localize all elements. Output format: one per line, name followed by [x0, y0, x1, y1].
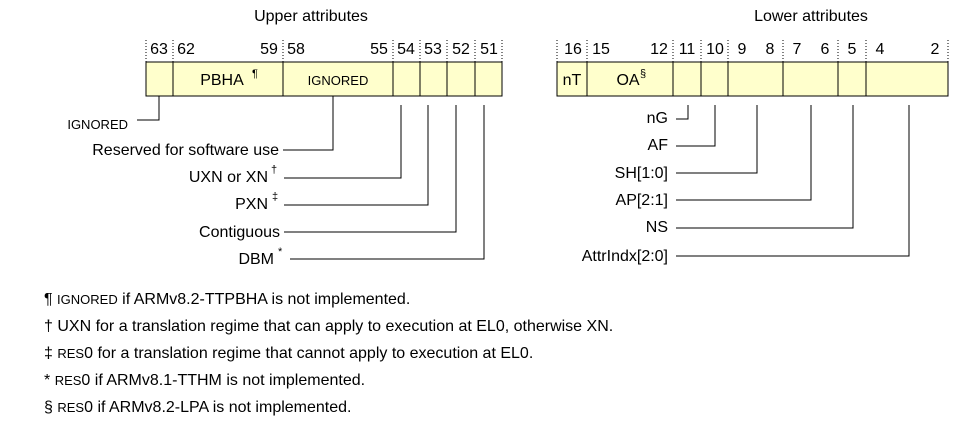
bit-53: 53 [424, 41, 442, 58]
label-ap: AP[2:1] [616, 192, 668, 209]
footnote-symbol: * [44, 372, 51, 389]
field-oa-label: OA [616, 72, 639, 89]
bit-58: 58 [287, 41, 305, 58]
label-uxn-or-xn: UXN or XN [189, 169, 268, 186]
bit-15: 15 [592, 41, 610, 58]
field-bit-52 [446, 61, 476, 97]
leader-line-uxn [284, 105, 402, 179]
upper-attributes-title: Upper attributes [254, 8, 368, 25]
footnote-section: § RES0 if ARMv8.2-LPA is not implemented… [44, 394, 613, 421]
field-bit-54 [392, 61, 421, 97]
leader-line-dbm [290, 105, 485, 260]
label-contiguous: Contiguous [199, 224, 280, 241]
footnote-smallcaps: IGNORED [57, 292, 118, 307]
field-ignored-label: IGNORED [308, 73, 369, 88]
footnote-asterisk: * RES0 if ARMv8.1-TTHM is not implemente… [44, 367, 613, 394]
leader-line-contiguous [284, 105, 457, 233]
bit-10: 10 [706, 41, 724, 58]
bit-62: 62 [177, 41, 195, 58]
field-oa [586, 61, 674, 97]
field-bit-53 [419, 61, 448, 97]
bit-11: 11 [679, 41, 696, 58]
bit-4: 4 [876, 41, 885, 58]
field-pbha-label: PBHA [200, 72, 244, 89]
footnote-double-dagger: ‡ RES0 for a translation regime that can… [44, 340, 613, 367]
field-bits-4-2 [865, 61, 949, 97]
leader-line-sh [676, 105, 758, 174]
bit-5: 5 [848, 41, 857, 58]
footnote-text: 0 for a translation regime that cannot a… [84, 345, 534, 362]
field-bits-9-8 [727, 61, 784, 97]
leader-line-ap [676, 105, 812, 201]
pbha-footnote-mark: ¶ [252, 68, 258, 80]
footnote-symbol: ‡ [44, 345, 53, 362]
footnotes: ¶ IGNORED if ARMv8.2-TTPBHA is not imple… [44, 286, 613, 421]
label-sh: SH[1:0] [615, 165, 668, 182]
uxn-footnote-mark: † [271, 164, 277, 176]
field-bit-51 [474, 61, 503, 97]
footnote-dagger: † UXN for a translation regime that can … [44, 313, 613, 340]
leader-line-ns [676, 105, 854, 229]
footnote-symbol: ¶ [44, 291, 53, 308]
footnote-text: UXN for a translation regime that can ap… [52, 318, 614, 335]
bit-2: 2 [931, 41, 940, 58]
bit-52: 52 [452, 41, 470, 58]
leader-line-reserved [283, 96, 334, 151]
bit-59: 59 [260, 41, 278, 58]
bit-12: 12 [650, 41, 668, 58]
label-ignored-63: IGNORED [67, 117, 128, 132]
label-reserved-software: Reserved for software use [92, 142, 279, 159]
bit-16: 16 [564, 41, 582, 58]
field-bits-7-6 [782, 61, 839, 97]
field-pbha [172, 61, 284, 97]
leader-line-pxn [284, 105, 429, 206]
bit-7: 7 [793, 41, 802, 58]
bit-9: 9 [738, 41, 747, 58]
oa-footnote-mark: § [640, 68, 646, 80]
label-ns: NS [646, 219, 668, 236]
label-attrindx: AttrIndx[2:0] [582, 248, 668, 265]
dbm-footnote-mark: * [278, 246, 283, 258]
footnote-symbol: § [44, 399, 53, 416]
bit-8: 8 [766, 41, 775, 58]
pxn-footnote-mark: ‡ [272, 191, 278, 203]
footnote-smallcaps: RES [57, 400, 85, 415]
leader-line-63 [137, 96, 160, 121]
field-bit-11 [672, 61, 702, 97]
footnote-pilcrow: ¶ IGNORED if ARMv8.2-TTPBHA is not imple… [44, 286, 613, 313]
field-bit-63 [145, 61, 174, 97]
field-nt-label: nT [563, 72, 582, 89]
label-af: AF [648, 137, 669, 154]
footnote-smallcaps: RES [57, 346, 85, 361]
footnote-smallcaps: RES [54, 373, 82, 388]
bit-54: 54 [397, 41, 415, 58]
bit-51: 51 [480, 41, 498, 58]
field-bit-10 [700, 61, 729, 97]
leader-line-af [676, 105, 716, 147]
footnote-symbol: † [44, 318, 53, 335]
footnote-text: if ARMv8.2-TTPBHA is not implemented. [117, 291, 411, 308]
leader-line-ng [676, 105, 689, 120]
leader-line-attrindx [676, 105, 910, 257]
label-pxn: PXN [235, 196, 268, 213]
bit-6: 6 [821, 41, 830, 58]
footnote-text: 0 if ARMv8.2-LPA is not implemented. [84, 399, 352, 416]
label-dbm: DBM [238, 251, 274, 268]
field-bit-5 [837, 61, 867, 97]
label-ng: nG [647, 110, 668, 127]
bit-55: 55 [370, 41, 388, 58]
footnote-text: 0 if ARMv8.1-TTHM is not implemented. [81, 372, 366, 389]
field-ignored-58-55 [282, 61, 394, 97]
bit-63: 63 [150, 41, 168, 58]
lower-attributes-title: Lower attributes [754, 8, 868, 25]
